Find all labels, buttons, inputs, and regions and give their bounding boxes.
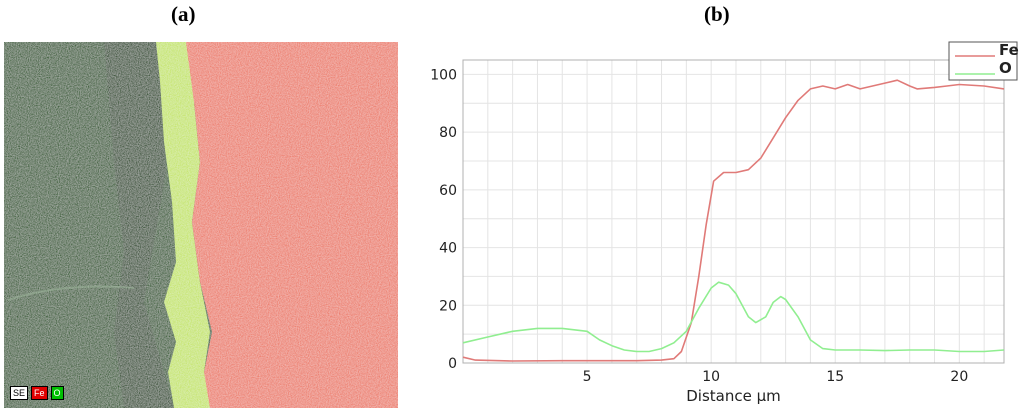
plot-frame [462, 59, 1005, 364]
legend-label-fe: Fe [999, 41, 1019, 59]
x-axis-label: Distance µm [686, 387, 781, 405]
x-tick-label: 10 [702, 369, 720, 385]
series-layer [462, 79, 1005, 362]
chart-legend: FeO [948, 41, 1019, 81]
x-axis-ticks: 5 10 15 20 [583, 369, 969, 385]
scale-layer [156, 42, 216, 408]
surface-scratch [7, 285, 135, 301]
line-profile-chart: 0 20 40 60 80 100 5 10 15 20 Distance µm FeO [430, 41, 1019, 405]
map-legend: SE Fe O [10, 386, 64, 400]
oxide-dark-band [104, 42, 174, 408]
y-tick-label: 80 [439, 125, 457, 141]
y-axis-ticks: 0 20 40 60 80 100 [430, 67, 457, 372]
element-map-image: SE Fe O [4, 42, 398, 408]
x-tick-label: 15 [826, 369, 844, 385]
legend-chip-o: O [50, 386, 64, 400]
y-tick-label: 100 [430, 67, 457, 83]
chart-grid [462, 60, 1004, 364]
y-tick-label: 60 [439, 183, 457, 199]
x-tick-label: 20 [950, 369, 968, 385]
panel-label-a: (a) [171, 2, 196, 26]
y-tick-label: 0 [448, 356, 457, 372]
legend-label-o: O [999, 59, 1012, 77]
steel-region [186, 42, 398, 408]
series-line-o [462, 281, 1005, 353]
legend-chip-se: SE [10, 386, 29, 400]
y-tick-label: 40 [439, 241, 457, 257]
legend-chip-fe: Fe [31, 386, 48, 400]
element-map-svg [4, 42, 398, 408]
y-tick-label: 20 [439, 298, 457, 314]
panel-label-b: (b) [704, 2, 730, 26]
x-tick-label: 5 [583, 369, 592, 385]
series-line-fe [462, 79, 1005, 362]
